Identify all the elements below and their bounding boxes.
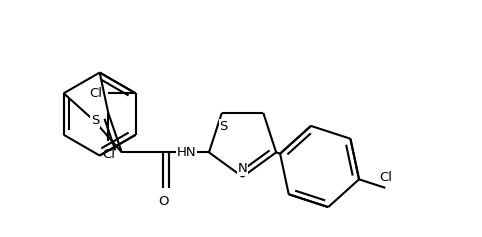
Text: N: N: [238, 162, 247, 175]
Text: HN: HN: [176, 146, 196, 159]
Text: Cl: Cl: [102, 148, 115, 161]
Text: S: S: [220, 120, 228, 133]
Text: S: S: [91, 114, 99, 127]
Text: Cl: Cl: [89, 87, 102, 100]
Text: Cl: Cl: [379, 171, 392, 184]
Text: O: O: [158, 195, 169, 208]
